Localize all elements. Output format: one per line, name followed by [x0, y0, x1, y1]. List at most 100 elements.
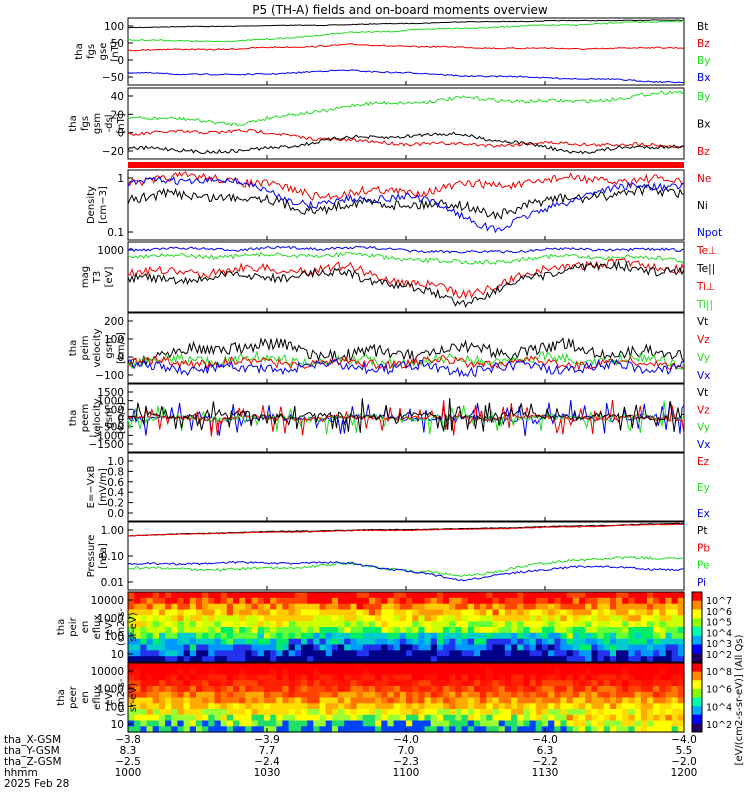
- ylabel-line: gse: [98, 43, 109, 61]
- legend-vy: Vy: [697, 352, 710, 364]
- ylabel-line: (cm2-s-: [116, 678, 127, 716]
- legend-te⊥: Te⊥: [696, 245, 717, 257]
- y-tick-label: −50: [102, 72, 124, 84]
- ylabel-line: eflux: [92, 615, 103, 640]
- ylabel-line: (cm2-s-: [116, 608, 127, 646]
- legend-pe: Pe: [697, 560, 709, 572]
- y-tick-label: 0.01: [101, 577, 124, 589]
- trace-bz: [127, 43, 685, 52]
- fgs-gse-ylabel: thafgsgse[nT]: [74, 41, 121, 61]
- ephem-value: 7.0: [398, 745, 415, 757]
- ylabel-line: T3: [92, 271, 103, 284]
- ylabel-line: en: [80, 621, 91, 634]
- ephem-value: 1200: [671, 767, 698, 779]
- y-tick-label: 1000: [97, 613, 124, 625]
- ylabel-line: mag: [80, 266, 91, 288]
- ephem-row-label: tha_Y-GSM: [4, 745, 60, 757]
- y-tick-label: 0.8: [107, 466, 124, 478]
- legend-vz: Vz: [697, 404, 710, 416]
- fgs-gsm-ylabel: thafgsgsm-dsl[nT]: [68, 113, 127, 134]
- ylabel-line: tha: [68, 410, 79, 426]
- colorbar1: 10^710^610^510^410^310^2: [691, 591, 732, 663]
- pressure-frame: [127, 521, 685, 591]
- y-tick-label: 0: [117, 352, 124, 364]
- ylabel-line: tha: [74, 43, 85, 59]
- y-tick-label: −20: [102, 146, 124, 158]
- ylabel-line: peer: [68, 685, 79, 709]
- ylabel-line: eV/: [104, 618, 115, 635]
- legend-ne: Ne: [697, 173, 711, 185]
- peer-spec-ylabel: thapeerenefluxeV/(cm2-s-sr-eV): [56, 678, 139, 716]
- legend-bx: Bx: [697, 119, 710, 131]
- y-tick-label: 100: [104, 701, 124, 713]
- ephem-value: −2.2: [532, 756, 558, 768]
- ylabel-line: [mV/m]: [98, 468, 109, 506]
- legend-bx: Bx: [697, 72, 710, 84]
- efield-ylabel: E=−VxB[mV/m]: [86, 466, 109, 509]
- panel-stack: 100500−50thafgsgse[nT]BtBzByBx40200−20th…: [56, 17, 745, 765]
- panel-density: 1 0.1 Density[cm−3] Ne Ni Npot: [86, 169, 722, 241]
- legend-pt: Pt: [697, 525, 707, 537]
- ylabel-line: tha: [68, 115, 79, 131]
- peer-spec-cells: [128, 663, 685, 733]
- ylabel-line: tha: [56, 689, 67, 705]
- y-tick-label: 0: [117, 128, 124, 140]
- figure-title: P5 (TH-A) fields and on-board moments ov…: [252, 3, 548, 17]
- y-tick-label: 0: [117, 413, 124, 425]
- ylabel-line: [eV]: [104, 267, 115, 288]
- red-bar: [128, 162, 684, 168]
- panel-peer-spec: 10000 1000 100 10 thapeerenefluxeV/(cm2-s-sr…: [56, 662, 685, 733]
- y-tick-label: 10: [111, 719, 124, 731]
- trace-by: [127, 90, 685, 127]
- ylabel-line: [km/s]: [116, 332, 127, 364]
- ephem-value: 1100: [393, 767, 420, 779]
- legend-ey: Ey: [697, 482, 710, 494]
- colorbar-tick: 10^5: [706, 618, 732, 629]
- legend-ni: Ni: [697, 200, 708, 212]
- ephem-value: −3.9: [254, 734, 280, 746]
- peim-velocity-ylabel: thapeimvelocitygsm[km/s]: [68, 328, 127, 367]
- y-tick-label: 0.4: [107, 487, 124, 499]
- y-tick-label: 50: [111, 38, 124, 50]
- ylabel-line: [km/s]: [116, 402, 127, 434]
- trace-bx: [127, 69, 685, 84]
- y-tick-label: 500: [104, 404, 124, 416]
- trace-bx: [127, 131, 685, 155]
- ephemeris-axis: tha_X-GSM −3.8 −3.9 −4.0 −4.0 −4.0 tha_Y-GSM 8.…: [4, 734, 697, 790]
- ylabel-line: gsm: [104, 407, 115, 428]
- peir-spec-cells: [128, 592, 685, 663]
- trace-bt: [127, 19, 685, 29]
- y-tick-label: 1000: [97, 684, 124, 696]
- trace-te-perp: [127, 245, 684, 254]
- ylabel-line: en: [80, 691, 91, 704]
- trace-npot: [127, 176, 685, 234]
- y-tick-label: −100: [95, 370, 124, 382]
- ylabel-line: [nT]: [116, 113, 127, 133]
- legend-ez: Ez: [697, 456, 710, 468]
- y-tick-label: 100: [104, 21, 124, 33]
- ylabel-line: peem: [80, 404, 91, 432]
- temperature-frame: [127, 241, 685, 313]
- colorbar2: 10^8 10^6 10^4 10^2: [691, 662, 732, 733]
- trace-ni: [127, 184, 685, 220]
- legend-npot: Npot: [697, 227, 722, 239]
- efield-frame: [127, 452, 685, 522]
- ylabel-line: eV/: [104, 689, 115, 706]
- ylabel-line: [nPa]: [98, 543, 109, 569]
- legend-by: By: [697, 55, 710, 67]
- ylabel-line: tha: [68, 340, 79, 356]
- legend-vz: Vz: [697, 334, 710, 346]
- ylabel-line: sr-eV): [128, 612, 139, 641]
- panel-peim-velocity: 200 100 0 −100 thapeimvelocitygsm[km/s] Vt Vz V…: [68, 312, 710, 384]
- y-tick-label: 10: [111, 649, 124, 661]
- ylabel-line: velocity: [92, 328, 103, 367]
- ephem-row-label: tha_X-GSM: [4, 734, 61, 746]
- ylabel-line: gsm: [104, 337, 115, 358]
- peir-spec-ylabel: thapeirenefluxeV/(cm2-s-sr-eV): [56, 608, 139, 646]
- legend-vy: Vy: [697, 422, 710, 434]
- legend-ex: Ex: [697, 508, 710, 520]
- ephem-value: 1030: [254, 767, 281, 779]
- legend-ti||: Ti||: [696, 299, 713, 311]
